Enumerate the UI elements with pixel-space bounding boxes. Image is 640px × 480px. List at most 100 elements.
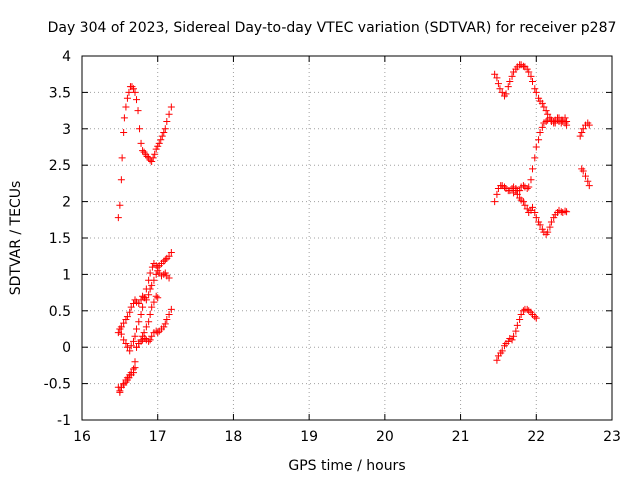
data-point — [137, 310, 145, 318]
data-point — [535, 136, 543, 144]
data-point — [506, 77, 514, 85]
data-point — [158, 132, 166, 140]
tick-label-layer: 16 17 18 19 20 21 22 23 -1 -0.5 0 0.5 1 1.5 2 2.5 3 3.5 4 — [44, 49, 621, 445]
data-point — [563, 121, 571, 129]
data-point — [494, 80, 502, 88]
data-point — [140, 329, 148, 337]
data-point — [154, 294, 162, 302]
y-tick-label: 2 — [62, 195, 71, 211]
data-point — [582, 172, 589, 180]
data-point — [532, 143, 540, 151]
data-point — [519, 198, 527, 206]
y-tick-label: 0.5 — [49, 304, 71, 320]
data-point — [513, 190, 521, 198]
data-point — [532, 214, 540, 222]
data-point — [129, 337, 137, 345]
data-point — [576, 132, 584, 140]
y-tick-label: 1 — [62, 267, 71, 283]
data-point — [532, 314, 540, 322]
x-tick-label: 19 — [300, 429, 318, 445]
data-point — [120, 114, 128, 122]
data-point — [504, 83, 512, 91]
data-point — [167, 305, 175, 313]
data-point — [120, 336, 128, 344]
data-point — [493, 74, 501, 82]
data-point — [498, 347, 506, 355]
data-point — [529, 203, 536, 211]
x-tick-label: 22 — [527, 429, 545, 445]
data-point — [133, 343, 141, 351]
data-point — [527, 206, 535, 214]
data-point — [118, 154, 126, 162]
data-point — [123, 343, 131, 351]
series-sat-h — [510, 187, 571, 238]
data-point — [114, 329, 122, 337]
x-tick-label: 18 — [225, 429, 243, 445]
data-point — [513, 321, 521, 329]
data-point — [122, 103, 130, 111]
data-point — [151, 150, 159, 158]
data-point — [546, 223, 554, 231]
data-point — [160, 323, 168, 331]
data-point — [561, 207, 569, 215]
data-point — [116, 325, 124, 333]
data-point — [123, 94, 131, 102]
data-point — [133, 325, 141, 333]
x-tick-label: 23 — [603, 429, 621, 445]
data-point — [116, 201, 124, 209]
data-point — [536, 221, 544, 229]
data-point — [585, 121, 593, 129]
data-point — [523, 65, 531, 73]
data-point — [160, 128, 168, 136]
data-point — [160, 270, 168, 278]
data-point — [141, 294, 149, 302]
data-point — [163, 118, 171, 126]
data-point — [535, 94, 543, 102]
y-tick-label: 4 — [62, 49, 71, 65]
y-tick-label: 3 — [62, 122, 71, 138]
data-point — [142, 323, 150, 331]
data-point — [165, 110, 173, 118]
data-point — [117, 176, 125, 184]
data-point — [531, 85, 539, 93]
data-point — [519, 62, 527, 70]
data-point — [143, 152, 151, 160]
data-point — [540, 103, 548, 111]
data-point — [525, 68, 533, 76]
data-point — [127, 303, 135, 311]
x-axis-label: GPS time / hours — [288, 458, 405, 474]
data-point — [521, 201, 529, 209]
data-point — [120, 380, 128, 388]
data-point — [165, 274, 173, 282]
data-point — [165, 252, 173, 260]
data-point — [165, 310, 173, 318]
series-sat-c — [116, 249, 175, 355]
data-point — [137, 336, 145, 344]
data-point — [167, 103, 175, 111]
data-point — [500, 183, 508, 191]
data-point — [145, 337, 153, 345]
series-sat-e — [114, 292, 162, 396]
data-point — [542, 107, 550, 115]
data-point — [538, 123, 546, 131]
data-point — [117, 330, 125, 338]
data-point — [161, 269, 169, 277]
data-point — [584, 177, 592, 185]
data-point — [517, 310, 525, 318]
data-point — [519, 182, 527, 190]
plot-frame — [81, 55, 613, 421]
data-point — [547, 218, 555, 226]
data-point — [120, 128, 128, 136]
data-point — [152, 145, 160, 153]
series-sat-j — [576, 119, 593, 140]
data-point — [139, 147, 147, 155]
data-point — [523, 184, 531, 192]
data-point — [155, 139, 163, 147]
data-point — [531, 313, 539, 321]
data-point — [129, 365, 137, 373]
data-point — [525, 183, 533, 191]
data-point — [129, 85, 137, 93]
data-point — [135, 340, 143, 348]
